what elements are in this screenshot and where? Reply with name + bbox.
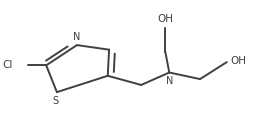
Text: Cl: Cl	[2, 60, 13, 70]
Text: OH: OH	[231, 56, 247, 66]
Text: N: N	[73, 32, 80, 42]
Text: S: S	[52, 96, 59, 106]
Text: OH: OH	[157, 14, 173, 24]
Text: N: N	[167, 76, 174, 86]
